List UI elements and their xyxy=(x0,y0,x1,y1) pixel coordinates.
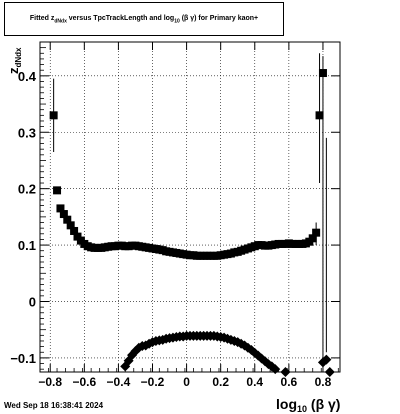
data-point-square xyxy=(49,111,58,120)
y-tick-label: 0.2 xyxy=(18,182,36,197)
data-point-diamond xyxy=(120,361,131,372)
x-tick-label: 0.8 xyxy=(315,375,332,389)
data-point-square xyxy=(70,226,79,235)
data-point-square xyxy=(318,69,327,78)
title-sub-dndx: dNdx xyxy=(54,18,67,25)
x-tick-label: 0.2 xyxy=(212,375,229,389)
y-tick-label: 0.4 xyxy=(18,69,37,84)
x-tick-label: −0.6 xyxy=(72,375,96,389)
data-point-square xyxy=(56,204,65,213)
plot-frame xyxy=(39,41,341,373)
x-tick-label: 0.4 xyxy=(246,375,263,389)
data-point-diamond xyxy=(280,367,291,377)
axis-labels: log10 (β γ) zdNdx xyxy=(6,47,340,414)
data-point-diamond xyxy=(246,345,257,355)
title-box: Fitted zdNdx versus TpcTrackLength and l… xyxy=(4,2,284,36)
data-point-square xyxy=(66,221,75,230)
title-middle: versus TpcTrackLength and log xyxy=(66,15,175,22)
data-point-diamond xyxy=(324,367,335,377)
y-tick-label: 0.1 xyxy=(18,238,36,253)
data-point-square xyxy=(315,111,324,120)
datestamp: Wed Sep 18 16:38:41 2024 xyxy=(4,401,104,410)
data-marks xyxy=(49,69,335,377)
chart-title: Fitted zdNdx versus TpcTrackLength and l… xyxy=(5,15,283,24)
data-point-diamond xyxy=(270,364,281,375)
data-point-square xyxy=(53,186,62,195)
x-tick-label: 0 xyxy=(183,375,190,389)
data-point-square xyxy=(312,228,321,237)
y-tick-label: −0.1 xyxy=(10,351,36,366)
y-axis-label: zdNdx xyxy=(6,47,23,74)
title-suffix: (β γ) for Primary kaon+ xyxy=(179,15,259,22)
data-point-square xyxy=(308,234,317,243)
x-axis-label: log10 (β γ) xyxy=(276,396,340,414)
y-tick-label: 0.3 xyxy=(18,125,36,140)
x-tick-label: −0.4 xyxy=(107,375,131,389)
data-point-diamond xyxy=(321,354,332,365)
axis-ticks: −0.8 −0.6 −0.4 −0.2 0 0.2 0.4 0.6 0.8 −0.1 0 0.1 0.2… xyxy=(10,41,340,389)
data-point-square xyxy=(59,210,68,219)
x-tick-label: 0.6 xyxy=(281,375,298,389)
x-tick-label: −0.8 xyxy=(38,375,62,389)
grid-lines xyxy=(40,42,340,372)
title-sub-10: 10 xyxy=(174,18,180,25)
x-tick-label: −0.2 xyxy=(141,375,165,389)
data-point-diamond xyxy=(249,347,260,358)
y-tick-label: 0 xyxy=(29,294,36,309)
data-point-square xyxy=(63,215,72,224)
error-bars xyxy=(53,53,327,358)
title-prefix: Fitted z xyxy=(29,15,55,22)
